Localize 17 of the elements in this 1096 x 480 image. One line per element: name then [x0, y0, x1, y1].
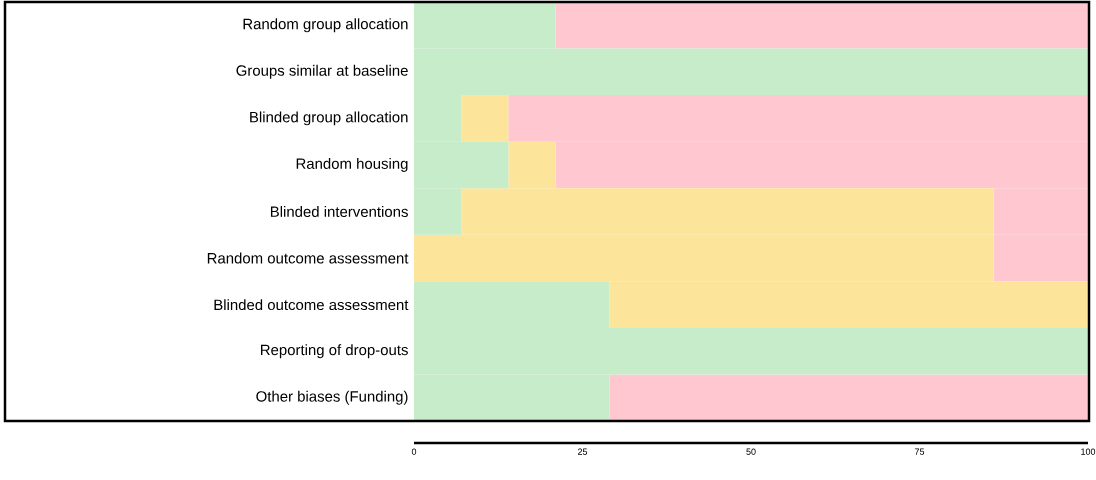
- x-tick-label: 0: [411, 448, 417, 455]
- y-tick-label: Blinded outcome assessment: [214, 299, 409, 311]
- y-tick-label: Blinded group allocation: [250, 111, 408, 126]
- y-tick-label: Random housing: [296, 157, 408, 172]
- y-tick-label: Blinded interventions: [270, 206, 408, 217]
- bar: [609, 374, 1089, 421]
- bar: [555, 2, 1089, 49]
- y-tick-label: Groups similar at baseline: [236, 64, 408, 79]
- x-tick-label: 100: [1081, 448, 1096, 455]
- x-tick-label: 50: [746, 448, 756, 455]
- y-tick-label: Reporting of drop-outs: [261, 344, 408, 359]
- x-tick-label: 25: [577, 448, 588, 455]
- x-tick-label: 75: [914, 448, 925, 455]
- y-tick-label: Random group allocation: [243, 18, 408, 33]
- y-tick-label: Random outcome assessment: [207, 252, 409, 264]
- bar: [461, 95, 509, 142]
- y-tick-label: Other biases (Funding): [256, 390, 408, 405]
